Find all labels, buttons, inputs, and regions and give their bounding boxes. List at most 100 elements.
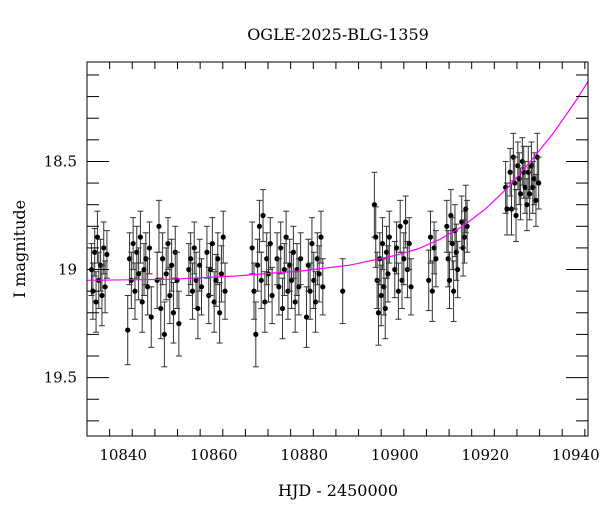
- data-marker: [536, 180, 542, 186]
- data-marker: [255, 262, 261, 268]
- data-marker: [371, 202, 377, 208]
- data-point: [214, 232, 221, 286]
- data-marker: [307, 288, 313, 294]
- data-marker: [395, 288, 401, 294]
- data-point: [532, 173, 539, 227]
- data-point: [303, 286, 310, 348]
- data-point: [379, 217, 386, 271]
- data-point: [398, 251, 405, 309]
- data-point: [196, 238, 203, 292]
- data-marker: [264, 256, 270, 262]
- data-point: [135, 247, 142, 301]
- data-point: [260, 189, 267, 242]
- data-point: [133, 225, 140, 279]
- data-marker: [408, 284, 414, 290]
- data-marker: [533, 197, 539, 203]
- data-point: [157, 277, 164, 340]
- data-marker: [92, 249, 98, 255]
- data-marker: [156, 223, 162, 229]
- data-marker: [176, 320, 182, 327]
- data-point: [124, 294, 131, 366]
- data-point: [203, 225, 210, 279]
- data-point: [454, 240, 461, 299]
- data-point: [159, 232, 166, 286]
- data-point: [251, 262, 257, 320]
- data-point: [148, 286, 155, 348]
- data-point: [130, 217, 137, 271]
- data-marker: [198, 284, 205, 290]
- data-marker: [213, 277, 219, 283]
- data-marker: [382, 305, 388, 312]
- data-point: [281, 243, 288, 296]
- data-marker: [276, 284, 282, 290]
- x-tick-label: 10840: [99, 446, 147, 464]
- data-point: [137, 210, 144, 264]
- data-point: [310, 251, 317, 309]
- data-marker: [197, 262, 203, 268]
- data-marker: [209, 240, 215, 247]
- data-point: [464, 199, 471, 253]
- data-marker: [267, 240, 273, 247]
- data-marker: [340, 288, 346, 294]
- data-marker: [507, 169, 513, 175]
- data-marker: [448, 212, 454, 219]
- data-marker: [401, 256, 407, 262]
- data-point: [252, 301, 259, 368]
- data-marker: [378, 292, 384, 299]
- data-point: [397, 199, 404, 253]
- x-tick-label: 10880: [280, 446, 328, 464]
- data-marker: [524, 202, 530, 208]
- data-marker: [318, 234, 324, 240]
- data-marker: [427, 234, 434, 240]
- data-marker: [392, 266, 398, 273]
- data-marker: [161, 331, 167, 337]
- data-marker: [256, 223, 263, 229]
- data-marker: [309, 240, 315, 247]
- data-point: [517, 167, 524, 221]
- data-marker: [101, 245, 107, 251]
- data-marker: [134, 249, 140, 255]
- data-marker: [446, 277, 453, 283]
- model-curve: [86, 81, 589, 281]
- data-point: [408, 258, 415, 316]
- data-point: [155, 199, 162, 253]
- y-tick-label: 18.5: [44, 152, 77, 170]
- data-point: [458, 195, 465, 249]
- y-tick-label: 19: [58, 261, 77, 279]
- data-point: [193, 251, 200, 309]
- data-marker: [450, 288, 457, 294]
- data-point: [523, 178, 530, 232]
- data-marker: [269, 292, 275, 299]
- data-point: [375, 279, 382, 346]
- data-marker: [146, 245, 153, 251]
- data-marker: [132, 288, 138, 294]
- data-point: [166, 266, 173, 325]
- data-marker: [102, 284, 108, 290]
- data-point: [220, 210, 227, 264]
- data-marker: [429, 288, 435, 294]
- data-marker: [431, 245, 437, 251]
- data-marker: [290, 249, 296, 255]
- data-marker: [193, 277, 199, 283]
- data-point: [261, 271, 268, 333]
- data-point: [286, 238, 293, 292]
- data-point: [189, 262, 196, 320]
- data-marker: [125, 327, 131, 333]
- data-point: [529, 160, 536, 214]
- data-marker: [296, 284, 302, 290]
- data-marker: [316, 271, 322, 277]
- data-point: [383, 225, 390, 279]
- data-marker: [186, 266, 192, 273]
- data-marker: [218, 271, 225, 277]
- data-point: [267, 217, 274, 271]
- data-point: [513, 189, 520, 242]
- data-marker: [508, 206, 515, 212]
- data-marker: [426, 277, 432, 283]
- data-marker: [461, 234, 468, 240]
- data-marker: [311, 277, 317, 283]
- data-marker: [195, 305, 201, 312]
- data-point: [305, 238, 312, 292]
- data-point: [425, 249, 432, 312]
- data-marker: [379, 240, 386, 247]
- data-marker: [220, 234, 226, 240]
